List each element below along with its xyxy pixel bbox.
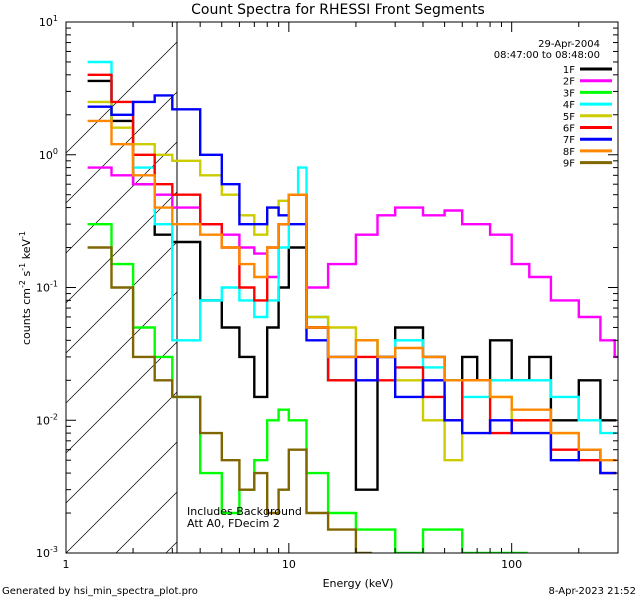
- y-axis-label-main: counts cm: [20, 288, 33, 345]
- series-line-9F: [87, 246, 372, 553]
- annotation-attenuator: Att A0, FDecim 2: [187, 517, 280, 530]
- y-tick-label: 101: [39, 14, 58, 29]
- footer-generated-by: Generated by hsi_min_spectra_plot.pro: [2, 586, 198, 597]
- y-axis-label: counts cm-2 s-1 keV-1: [18, 231, 33, 345]
- hatch-line: [66, 91, 177, 204]
- y-tick-label-exponent: -1: [50, 280, 58, 289]
- series-line-8F: [87, 119, 617, 462]
- y-axis-label-kev: keV: [20, 239, 33, 263]
- observation-date: 29-Apr-2004: [538, 39, 600, 50]
- y-tick-label-exponent: -2: [50, 412, 58, 421]
- footer-timestamp: 8-Apr-2023 21:52: [549, 586, 636, 597]
- hatch-line: [66, 391, 177, 504]
- legend-label-5F: 5F: [563, 112, 575, 123]
- y-tick-label-base: 10: [36, 414, 50, 427]
- hatch-line: [66, 41, 177, 154]
- x-tick-label: 10: [282, 558, 296, 571]
- y-axis-label-exp3: -1: [18, 231, 27, 239]
- x-axis-label: Energy (keV): [323, 577, 394, 590]
- y-tick-label-exponent: 0: [53, 147, 58, 156]
- hatch-line: [66, 441, 177, 553]
- observation-time-range: 08:47:00 to 08:48:00: [494, 50, 600, 61]
- legend-label-9F: 9F: [563, 159, 575, 170]
- y-axis-label-s: s: [20, 270, 33, 279]
- y-tick-label: 10-2: [36, 412, 58, 427]
- y-tick-label-base: 10: [39, 16, 53, 29]
- y-axis-label-exp2: -1: [18, 263, 27, 271]
- legend-label-4F: 4F: [563, 100, 575, 111]
- y-axis-label-exp1: -2: [18, 280, 27, 288]
- legend-label-8F: 8F: [563, 147, 575, 158]
- series-group: [87, 60, 618, 553]
- y-tick-label-base: 10: [36, 547, 50, 560]
- y-tick-label-exponent: 1: [53, 14, 58, 23]
- annotation-background: Includes Background: [187, 505, 302, 518]
- y-tick-label: 10-3: [36, 545, 58, 560]
- y-tick-label-exponent: -3: [50, 545, 58, 554]
- hatch-line: [66, 191, 177, 304]
- legend-label-3F: 3F: [563, 88, 575, 99]
- x-tick-label: 100: [501, 558, 522, 571]
- legend-label-7F: 7F: [563, 135, 575, 146]
- y-tick-label: 10-1: [36, 280, 58, 295]
- legend-label-1F: 1F: [563, 65, 575, 76]
- y-tick-label: 100: [39, 147, 58, 162]
- legend-label-6F: 6F: [563, 124, 575, 135]
- y-tick-label-base: 10: [36, 282, 50, 295]
- y-tick-label-base: 10: [39, 149, 53, 162]
- legend-label-2F: 2F: [563, 77, 575, 88]
- chart-title: Count Spectra for RHESSI Front Segments: [191, 2, 485, 18]
- x-tick-label: 1: [63, 558, 70, 571]
